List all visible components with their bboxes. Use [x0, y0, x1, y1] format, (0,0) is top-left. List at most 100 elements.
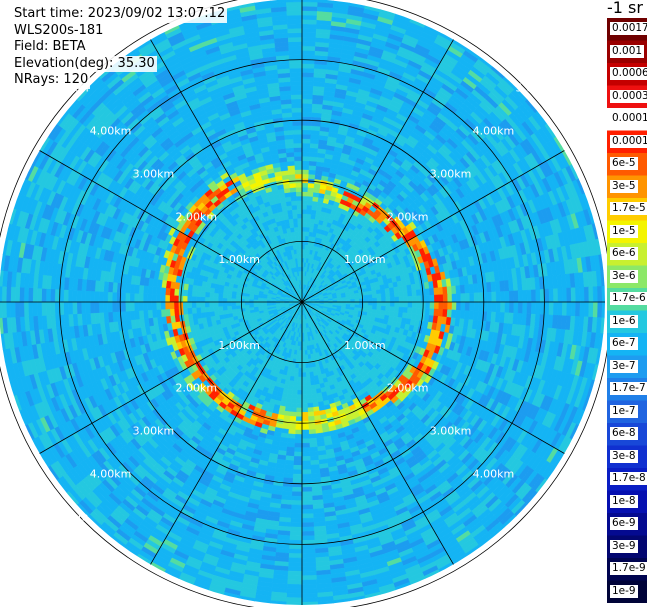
radar-gate — [372, 305, 378, 311]
radar-gate — [478, 301, 484, 312]
radar-gate — [19, 287, 25, 303]
radar-gate — [226, 293, 232, 299]
radar-gate — [583, 301, 590, 318]
radar-gate — [285, 451, 295, 457]
radar-gate — [297, 376, 303, 382]
radar-gate — [5, 286, 12, 303]
radar-gate — [169, 308, 175, 317]
radar-gate — [301, 381, 307, 387]
radar-gate — [138, 293, 144, 303]
radar-gate — [5, 301, 12, 318]
radar-gate — [289, 411, 297, 417]
radar-gate — [308, 433, 317, 439]
radar-gate — [195, 307, 202, 314]
radar-gate — [286, 442, 295, 448]
radar-gate — [213, 306, 219, 312]
radar-gate — [204, 301, 210, 308]
radar-gate — [165, 287, 171, 296]
radar-gate — [291, 500, 303, 506]
radar-gate — [239, 301, 245, 306]
radar-gate — [173, 295, 179, 303]
radar-gate — [305, 363, 310, 369]
radar-gate — [301, 394, 308, 400]
radar-gate — [301, 553, 316, 559]
radar-gate — [290, 513, 303, 519]
radar-gate — [204, 296, 210, 303]
radar-gate — [160, 301, 166, 310]
radar-gate — [464, 301, 470, 311]
radar-gate — [376, 305, 382, 311]
radar-gate — [309, 375, 315, 382]
radar-gate — [301, 601, 319, 605]
radar-gate — [191, 296, 197, 303]
radar-gate — [522, 301, 528, 314]
radar-gate — [301, 579, 317, 585]
radar-gate — [45, 301, 51, 316]
radar-gate — [286, 588, 303, 594]
radar-gate — [301, 583, 318, 590]
radar-gate — [292, 473, 303, 479]
radar-gate — [298, 359, 303, 365]
radar-gate — [304, 345, 308, 351]
radar-gate — [295, 416, 303, 422]
radar-gate — [376, 301, 382, 307]
radar-gate — [301, 597, 318, 603]
radar-gate — [269, 600, 287, 605]
radar-gate — [301, 354, 306, 360]
radar-gate — [187, 295, 192, 303]
radar-gate — [195, 301, 201, 308]
radar-gate — [169, 301, 175, 310]
radar-gate — [151, 286, 158, 295]
radar-gate — [305, 367, 310, 373]
radar-gate — [125, 301, 131, 312]
radar-gate — [235, 305, 241, 310]
radar-gate — [182, 295, 188, 303]
radar-gate — [385, 306, 391, 312]
radar-gate — [292, 469, 303, 475]
radar-gate — [473, 301, 479, 312]
radar-gate — [296, 407, 303, 413]
radar-gate — [231, 305, 237, 310]
radar-gate — [248, 299, 254, 303]
radar-gate — [451, 309, 457, 319]
radar-gate — [288, 424, 296, 431]
radar-gate — [89, 301, 95, 314]
radar-gate — [217, 301, 223, 307]
radar-gate — [217, 297, 223, 303]
radar-gate — [120, 292, 126, 303]
radar-gate — [411, 307, 417, 315]
radar-gate — [293, 460, 303, 466]
radar-gate — [287, 433, 296, 439]
radar-gate — [601, 301, 605, 319]
radar-gate — [306, 385, 312, 391]
radar-gate — [301, 531, 315, 537]
radar-gate — [309, 446, 318, 453]
radar-gate — [296, 394, 303, 400]
radar-gate — [290, 407, 297, 413]
radar-gate — [301, 398, 308, 404]
radar-gate — [301, 438, 310, 444]
radar-gate — [36, 287, 43, 303]
radar-gate — [307, 411, 315, 417]
radar-gate — [213, 310, 220, 317]
radar-gate — [301, 566, 317, 572]
radar-gate — [63, 289, 69, 303]
radar-gate — [248, 304, 254, 308]
radar-gate — [575, 301, 581, 317]
radar-gate — [294, 429, 303, 435]
radar-gate — [367, 301, 373, 306]
radar-gate — [89, 290, 95, 303]
radar-gate — [350, 301, 356, 305]
radar-gate — [297, 385, 303, 391]
radar-gate — [125, 292, 131, 303]
radar-gate — [156, 301, 162, 310]
radar-gate — [111, 291, 118, 303]
radar-gate — [531, 301, 537, 315]
radar-gate — [285, 601, 303, 605]
radar-gate — [486, 301, 493, 313]
radar-gate — [429, 308, 435, 317]
radar-gate — [290, 522, 303, 528]
radar-gate — [187, 307, 193, 315]
radar-gate — [306, 393, 313, 400]
